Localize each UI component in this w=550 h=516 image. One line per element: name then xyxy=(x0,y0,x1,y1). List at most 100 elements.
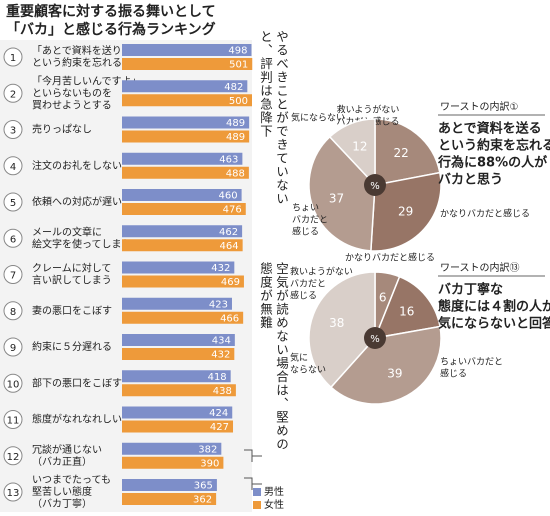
slice-label: 救いようがない xyxy=(337,104,400,116)
item-label: （バカ正直） xyxy=(32,455,92,468)
bar-value: 423 xyxy=(209,299,228,310)
bar-value: 469 xyxy=(221,277,240,288)
item-label: 注文のお礼をしない xyxy=(32,159,122,172)
slice-value: 16 xyxy=(399,305,414,319)
rank-number: 10 xyxy=(7,379,20,390)
item-label: クレームに対して xyxy=(32,262,111,275)
bar-value: 365 xyxy=(194,481,213,492)
rank-circle xyxy=(3,265,23,284)
rank-number: 9 xyxy=(10,343,16,354)
bar xyxy=(122,44,252,56)
item-label: 態度がなれなれしい xyxy=(32,413,122,426)
bar xyxy=(122,239,243,252)
bar-value: 476 xyxy=(223,205,242,216)
bracket xyxy=(244,449,262,462)
legend-swatch xyxy=(253,501,261,509)
pie-slice xyxy=(308,135,376,252)
bar-value: 464 xyxy=(220,241,239,252)
bar-value: 390 xyxy=(200,458,219,469)
item-label: 依頼への対応が遅い xyxy=(32,195,122,208)
bar-value: 466 xyxy=(220,313,239,324)
rank-circle xyxy=(3,410,23,429)
item-label: いつまでたっても xyxy=(32,474,111,486)
bar xyxy=(122,166,249,179)
pie-slice xyxy=(370,171,442,252)
rank-circle xyxy=(3,482,23,502)
pie-slice xyxy=(373,275,441,339)
bar-value: 463 xyxy=(219,154,238,165)
bar xyxy=(122,442,222,455)
title: 「バカ」と感じる行為ランキング xyxy=(6,21,216,38)
rank-circle xyxy=(3,337,23,357)
rank-circle xyxy=(3,47,23,67)
bar xyxy=(122,311,244,324)
bar-value: 362 xyxy=(193,495,212,506)
slice-label: バカだと xyxy=(292,215,328,226)
slice-label: 救いようがない xyxy=(290,266,353,278)
insight-headline: 気にならないと回答 xyxy=(438,316,550,332)
item-label: 売りっぱなし xyxy=(32,123,92,136)
bar xyxy=(122,58,253,70)
insight-headline: あとで資料を送る xyxy=(438,121,542,137)
note: 空気が読めない場合は、堅めの態度が無難 xyxy=(258,262,289,451)
slice-label: かなりバカだと感じる xyxy=(345,252,435,264)
rank-circle xyxy=(3,228,23,248)
slice-label: バカだと xyxy=(290,279,326,290)
center-label: % xyxy=(370,334,380,345)
item-label: 妻の悪口をこぼす xyxy=(32,304,112,317)
legend-label: 女性 xyxy=(264,498,284,511)
bar xyxy=(122,130,250,143)
bar-value: 427 xyxy=(210,422,229,433)
pie-slice xyxy=(308,271,376,389)
rank-number: 1 xyxy=(10,53,16,64)
bar-value: 432 xyxy=(211,350,230,361)
bar xyxy=(122,80,248,93)
bar xyxy=(122,334,235,346)
bar-value: 382 xyxy=(198,444,217,455)
bar-value: 498 xyxy=(228,46,247,57)
bar-value: 482 xyxy=(224,82,243,93)
item-label: 冗談が通じない xyxy=(32,443,102,456)
pie-center xyxy=(364,174,386,196)
rank-number: 5 xyxy=(10,198,16,209)
bar-value: 434 xyxy=(212,336,231,347)
insight-headline: という約束を忘れる xyxy=(438,138,550,154)
bar xyxy=(122,225,243,238)
insight-headline: 態度には４割の人が xyxy=(438,299,550,315)
rank-number: 3 xyxy=(10,126,16,137)
slice-label: 気にならない xyxy=(291,112,345,124)
bar-value: 460 xyxy=(219,191,238,202)
bar-value: 424 xyxy=(209,408,228,419)
rank-number: 12 xyxy=(7,452,20,463)
item-label: 買わせようとする xyxy=(32,99,112,111)
item-label: 部下の悪口をこぼす xyxy=(32,376,122,389)
slice-value: 39 xyxy=(387,366,402,380)
pie-slice xyxy=(328,118,376,187)
legend-label: 男性 xyxy=(264,485,284,498)
bar-value: 418 xyxy=(208,372,227,383)
insight-tag: ワーストの内訳⑬ xyxy=(440,261,520,274)
slice-label: かなりバカだと感じる xyxy=(440,208,530,220)
bar-value: 432 xyxy=(211,263,230,274)
slice-value: 37 xyxy=(329,191,344,205)
insight-tag: ワーストの内訳① xyxy=(440,100,518,113)
item-label: （バカ丁寧） xyxy=(32,497,92,510)
item-label: メールの文章に xyxy=(32,225,102,238)
slice-label: 気に xyxy=(290,352,308,364)
rank-circle xyxy=(3,446,23,466)
rank-number: 8 xyxy=(10,307,16,318)
item-label: 「あとで資料を送ります」 xyxy=(32,44,152,57)
slice-value: 12 xyxy=(352,139,367,153)
title: 重要顧客に対する振る舞いとして xyxy=(6,3,216,20)
item-label: 言い訳してしまう xyxy=(32,274,112,287)
rank-circle xyxy=(3,156,23,176)
bar xyxy=(122,152,243,165)
bar-value: 500 xyxy=(229,96,248,107)
bar xyxy=(122,370,231,383)
note: やるべきことができていないと、評判は急降下 xyxy=(258,30,289,206)
bar xyxy=(122,116,250,129)
bracket xyxy=(244,477,262,490)
bar-value: 501 xyxy=(229,60,248,71)
